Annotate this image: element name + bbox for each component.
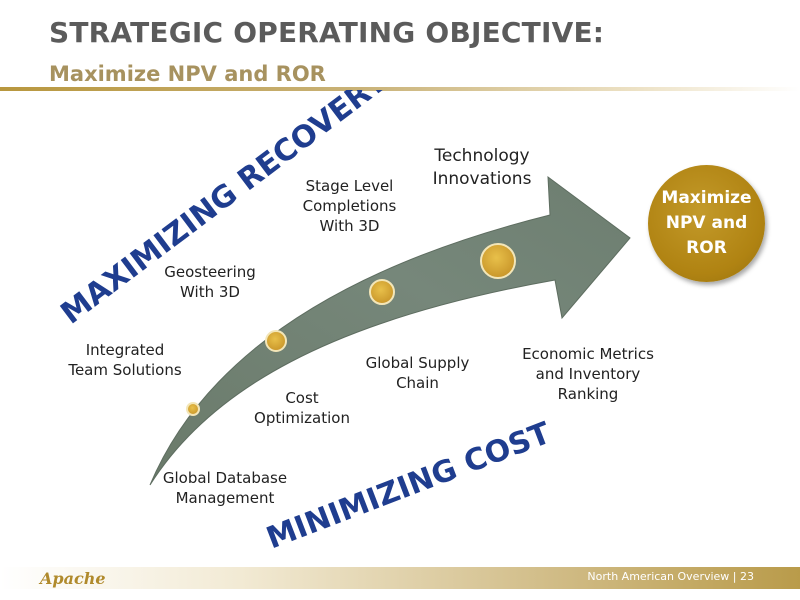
label-stage-level-completions: Stage Level Completions With 3D	[302, 177, 397, 235]
milestone-dot-2	[265, 330, 287, 352]
title-divider	[0, 87, 800, 91]
label-economic-metrics: Economic Metrics and Inventory Ranking	[522, 345, 654, 403]
label-global-supply-chain: Global Supply Chain	[365, 354, 470, 392]
goal-text: Maximize NPV and ROR	[661, 188, 752, 258]
milestone-dot-3	[369, 279, 395, 305]
arrow-graphic: MAXIMIZING RECOVERY MINIMIZING COST	[55, 90, 631, 557]
label-geosteering: Geosteering With 3D	[164, 263, 256, 301]
label-technology-innovations: Technology Innovations	[432, 146, 532, 189]
label-global-database-management: Global Database Management	[162, 469, 288, 507]
slide-title: STRATEGIC OPERATING OBJECTIVE:	[49, 16, 605, 49]
apache-logo: Apache	[40, 569, 106, 588]
strategy-diagram: MAXIMIZING RECOVERY MINIMIZING COST Inte…	[0, 90, 800, 570]
label-integrated-team-solutions: Integrated Team Solutions	[68, 341, 182, 379]
minimizing-cost-banner: MINIMIZING COST	[262, 416, 556, 557]
milestone-dot-1	[186, 402, 200, 416]
footer-page-label: North American Overview | 23	[587, 570, 754, 583]
footer-bar	[0, 567, 800, 589]
goal-circle: Maximize NPV and ROR	[648, 165, 765, 282]
milestone-dot-4	[480, 243, 516, 279]
label-cost-optimization: Cost Optimization	[254, 389, 350, 427]
slide-subtitle: Maximize NPV and ROR	[49, 62, 326, 86]
